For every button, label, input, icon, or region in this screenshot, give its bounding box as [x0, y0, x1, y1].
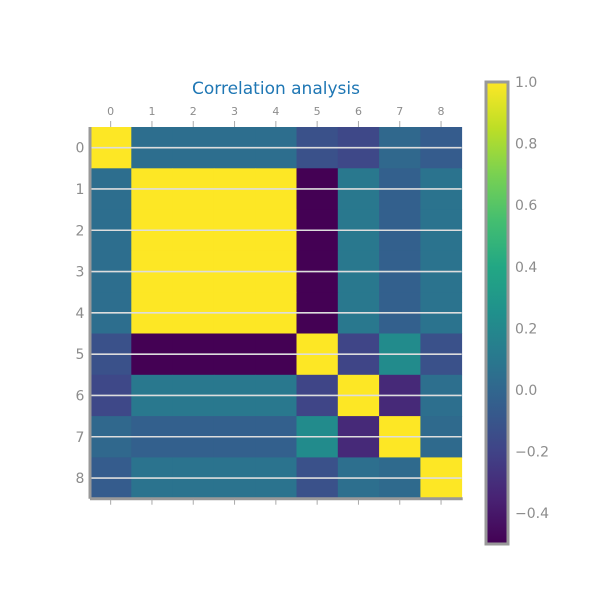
y-tick-label: 8: [76, 471, 85, 487]
y-tick-label: 6: [76, 388, 85, 404]
y-tick-label: 1: [76, 182, 85, 198]
axes-spines: [88, 127, 463, 501]
y-tick-label: 4: [76, 306, 85, 322]
chart-title: Correlation analysis: [192, 79, 360, 99]
x-tick-label: 8: [438, 105, 445, 118]
colorbar-tick-label: 0.4: [515, 260, 537, 276]
colorbar-tick-label: −0.2: [515, 445, 549, 461]
colorbar-tick-label: 0.8: [515, 137, 537, 153]
x-tick-label: 7: [396, 105, 403, 118]
colorbar-tick-label: 1.0: [515, 75, 537, 91]
x-tick-label: 4: [272, 105, 279, 118]
x-tick-label: 3: [231, 105, 238, 118]
y-tick-label: 2: [76, 223, 85, 239]
x-axis-ticks: 0 1 2 3 4 5 6 7 8: [107, 105, 445, 505]
x-tick-label: 6: [355, 105, 362, 118]
x-tick-label: 1: [148, 105, 155, 118]
colorbar-tick-label: 0.2: [515, 321, 537, 337]
y-axis-ticks: 0 1 2 3 4 5 6 7 8: [76, 141, 85, 487]
y-tick-label: 3: [76, 265, 85, 281]
x-tick-label: 0: [107, 105, 114, 118]
colorbar-gradient: [486, 82, 508, 544]
colorbar-frame: [484, 80, 510, 546]
y-tick-label: 5: [76, 347, 85, 363]
y-tick-label: 0: [76, 141, 85, 157]
heatmap-gridlines: [90, 146, 462, 479]
y-tick-label: 7: [76, 430, 85, 446]
x-tick-label: 2: [190, 105, 197, 118]
colorbar-tick-label: 0.0: [515, 383, 537, 399]
colorbar-tick-label: −0.4: [515, 506, 549, 522]
colorbar: 1.0 0.8 0.6 0.4 0.2 0.0 −0.2 −0.4: [484, 75, 549, 546]
colorbar-tick-label: 0.6: [515, 198, 537, 214]
x-tick-label: 5: [314, 105, 321, 118]
